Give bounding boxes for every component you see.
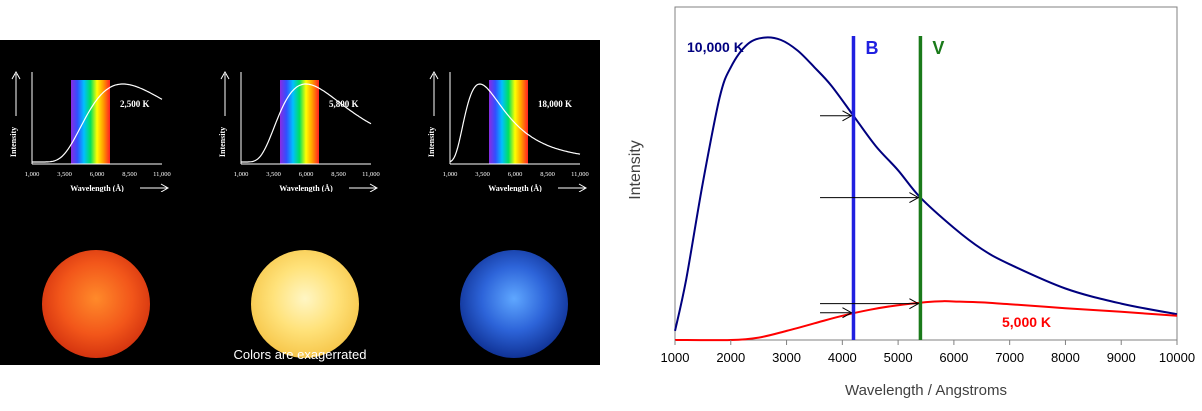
mini-spectrum-curve bbox=[449, 83, 581, 163]
planck-curve-chart: B V 10,000 K 5,000 K 1000 2000 3000 4000 5000 600… bbox=[610, 0, 1202, 406]
wavelength-axis-label: Wavelength (Å) bbox=[70, 184, 124, 192]
plot-area-frame bbox=[674, 6, 1178, 341]
mini-x-tick-label: 6,000 bbox=[508, 171, 523, 178]
mini-x-tick-label: 3,500 bbox=[57, 171, 72, 178]
wavelength-axis-label: Wavelength (Å) bbox=[279, 184, 333, 192]
temperature-label: 18,000 K bbox=[538, 99, 572, 109]
series-label-10000k: 10,000 K bbox=[687, 39, 744, 55]
reading-arrow-head bbox=[842, 110, 853, 122]
wavelength-arrow-head bbox=[369, 183, 379, 193]
mini-x-tick-label: 1,000 bbox=[443, 171, 458, 178]
mini-spectrum-curve bbox=[241, 83, 372, 163]
mini-spectrum-svg: 1,000 3,500 6,000 8,500 11,000 18,000 K Intens… bbox=[427, 70, 589, 193]
intensity-axis-label: Intensity bbox=[427, 127, 436, 157]
mini-x-tick-label: 11,000 bbox=[571, 171, 589, 178]
x-tick-label: 9000 bbox=[1107, 350, 1136, 365]
series-label-5000k: 5,000 K bbox=[1002, 314, 1051, 330]
mini-spectrum-curve bbox=[32, 83, 163, 163]
planck-chart-svg: B V 10,000 K 5,000 K 1000 2000 3000 4000 5000 600… bbox=[627, 6, 1195, 399]
intensity-arrow-head bbox=[429, 70, 439, 80]
reading-arrow-head bbox=[909, 192, 920, 204]
sun-like-yellow-star-image bbox=[251, 250, 359, 358]
band-label-v: V bbox=[932, 38, 944, 58]
spectrum-chart-cool: 1,000 3,500 6,000 8,500 11,000 2,500 K Intensi… bbox=[2, 62, 172, 193]
cool-red-star-image bbox=[42, 250, 150, 358]
intensity-arrow-head bbox=[220, 70, 230, 80]
mini-x-tick-label: 1,000 bbox=[234, 171, 249, 178]
x-tick-label: 8000 bbox=[1051, 350, 1080, 365]
temperature-label: 2,500 K bbox=[120, 99, 150, 109]
x-axis-label: Wavelength / Angstroms bbox=[845, 382, 1007, 399]
mini-x-tick-label: 6,000 bbox=[299, 171, 314, 178]
mini-x-tick-label: 6,000 bbox=[90, 171, 105, 178]
visible-spectrum-band bbox=[280, 80, 319, 164]
intensity-arrow-head bbox=[11, 70, 21, 80]
band-label-b: B bbox=[865, 38, 878, 58]
mini-x-tick-label: 11,000 bbox=[362, 171, 380, 178]
y-axis-label: Intensity bbox=[627, 140, 644, 200]
reading-arrow-head bbox=[842, 307, 853, 319]
colors-exaggerated-note: Colors are exagerrated bbox=[233, 347, 367, 362]
mini-spectrum-svg: 1,000 3,500 6,000 8,500 11,000 5,800 K Intensi… bbox=[218, 70, 380, 193]
hot-blue-star-image bbox=[460, 250, 568, 358]
intensity-axis-label: Intensity bbox=[9, 127, 18, 157]
wavelength-axis-label: Wavelength (Å) bbox=[488, 184, 542, 192]
mini-x-tick-label: 8,500 bbox=[331, 171, 346, 178]
mini-spectrum-svg: 1,000 3,500 6,000 8,500 11,000 2,500 K Intensi… bbox=[9, 70, 171, 193]
wavelength-arrow-head bbox=[578, 183, 588, 193]
mini-x-tick-label: 3,500 bbox=[475, 171, 490, 178]
x-tick-label: 3000 bbox=[772, 350, 801, 365]
visible-spectrum-band bbox=[71, 80, 110, 164]
blackbody-spectra-panel: 1,000 3,500 6,000 8,500 11,000 2,500 K Intensi… bbox=[0, 40, 600, 365]
x-tick-label: 10000 bbox=[1159, 350, 1195, 365]
series-line-10000k bbox=[674, 36, 1178, 332]
intensity-axis-label: Intensity bbox=[218, 127, 227, 157]
mini-x-tick-label: 8,500 bbox=[540, 171, 555, 178]
visible-spectrum-band bbox=[489, 80, 528, 164]
x-tick-label: 4000 bbox=[828, 350, 857, 365]
wavelength-arrow-head bbox=[160, 183, 170, 193]
mini-x-tick-label: 3,500 bbox=[266, 171, 281, 178]
x-tick-label: 6000 bbox=[939, 350, 968, 365]
mini-x-tick-label: 1,000 bbox=[25, 171, 40, 178]
temperature-label: 5,800 K bbox=[329, 99, 359, 109]
x-tick-label: 7000 bbox=[995, 350, 1024, 365]
reading-arrow-head bbox=[909, 298, 920, 310]
x-tick-label: 1000 bbox=[661, 350, 690, 365]
mini-x-tick-label: 11,000 bbox=[153, 171, 171, 178]
spectrum-chart-sun: 1,000 3,500 6,000 8,500 11,000 5,800 K Intensi… bbox=[211, 62, 381, 193]
spectrum-chart-hot: 1,000 3,500 6,000 8,500 11,000 18,000 K Intens… bbox=[420, 62, 590, 193]
mini-x-tick-label: 8,500 bbox=[122, 171, 137, 178]
x-tick-label: 2000 bbox=[716, 350, 745, 365]
x-tick-label: 5000 bbox=[884, 350, 913, 365]
